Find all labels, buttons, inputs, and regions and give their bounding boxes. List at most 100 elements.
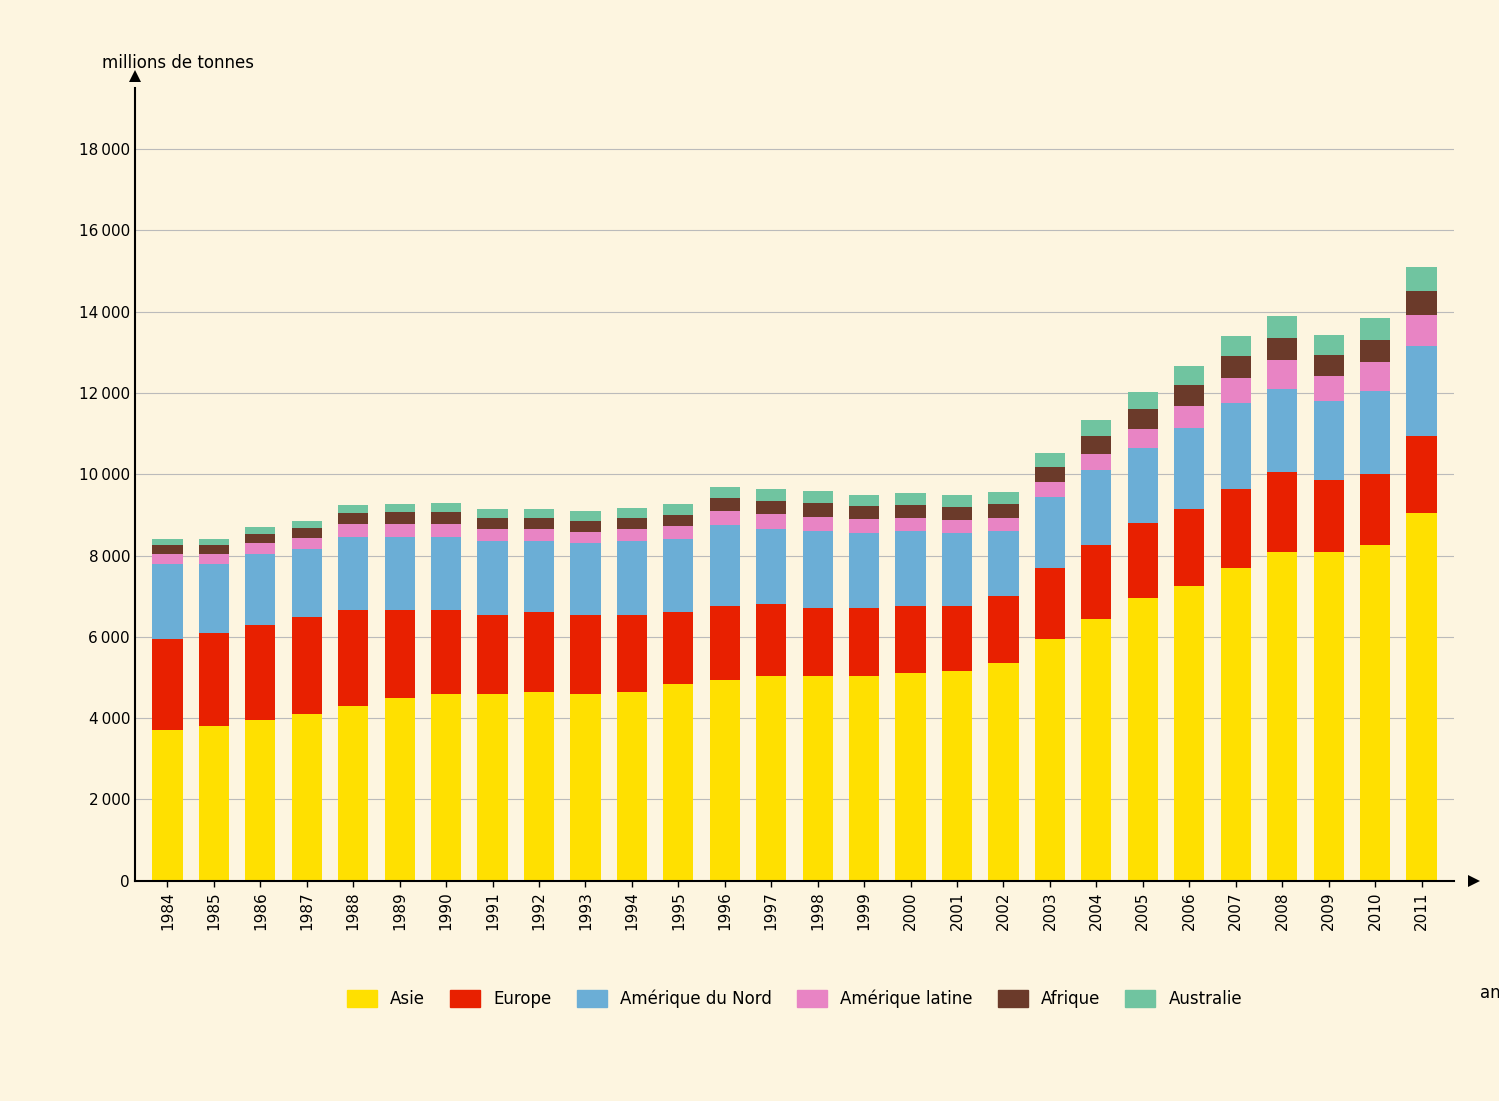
Bar — [663, 526, 694, 539]
Bar — [1127, 410, 1157, 428]
Bar — [339, 537, 369, 610]
Text: années: années — [1481, 984, 1499, 1002]
Bar — [709, 525, 741, 607]
Bar — [199, 633, 229, 727]
Bar — [1174, 427, 1204, 509]
Bar — [895, 517, 926, 531]
Bar — [1360, 340, 1390, 362]
Bar — [895, 531, 926, 607]
Bar — [432, 610, 462, 694]
Bar — [432, 694, 462, 881]
Bar — [1220, 356, 1250, 379]
Bar — [1034, 467, 1064, 482]
Bar — [246, 534, 276, 543]
Bar — [663, 684, 694, 881]
Bar — [663, 504, 694, 514]
Bar — [941, 607, 973, 672]
Bar — [339, 706, 369, 881]
Bar — [1267, 472, 1297, 552]
Bar — [478, 530, 508, 542]
Bar — [1406, 266, 1436, 291]
Bar — [1127, 392, 1157, 410]
Bar — [1267, 552, 1297, 881]
Bar — [848, 495, 880, 506]
Bar — [385, 512, 415, 524]
Bar — [1081, 421, 1111, 436]
Bar — [895, 607, 926, 674]
Bar — [1127, 448, 1157, 523]
Bar — [570, 544, 601, 614]
Bar — [1220, 379, 1250, 403]
Bar — [199, 727, 229, 881]
Bar — [1127, 598, 1157, 881]
Bar — [339, 513, 369, 524]
Bar — [385, 503, 415, 512]
Bar — [848, 676, 880, 881]
Bar — [1174, 367, 1204, 385]
Bar — [616, 517, 648, 530]
Bar — [432, 503, 462, 512]
Bar — [199, 538, 229, 545]
Bar — [1406, 291, 1436, 315]
Bar — [292, 715, 322, 881]
Bar — [802, 491, 833, 503]
Bar — [1127, 523, 1157, 598]
Bar — [1220, 403, 1250, 489]
Bar — [570, 511, 601, 521]
Bar — [478, 509, 508, 519]
Bar — [1267, 389, 1297, 472]
Bar — [153, 554, 183, 564]
Bar — [199, 554, 229, 564]
Bar — [525, 519, 555, 530]
Bar — [1081, 436, 1111, 454]
Bar — [570, 521, 601, 532]
Bar — [941, 533, 973, 607]
Bar — [153, 539, 183, 545]
Bar — [663, 539, 694, 612]
Bar — [1220, 489, 1250, 568]
Bar — [1034, 454, 1064, 467]
Bar — [525, 612, 555, 691]
Bar — [432, 512, 462, 524]
Bar — [478, 614, 508, 694]
Bar — [802, 676, 833, 881]
Bar — [1313, 375, 1343, 401]
Bar — [292, 528, 322, 537]
Bar — [153, 564, 183, 639]
Bar — [1220, 568, 1250, 881]
Bar — [709, 679, 741, 881]
Bar — [525, 530, 555, 542]
Bar — [478, 542, 508, 614]
Bar — [895, 504, 926, 517]
Bar — [1034, 497, 1064, 568]
Bar — [1267, 360, 1297, 389]
Bar — [755, 501, 787, 514]
Bar — [1360, 318, 1390, 340]
Bar — [941, 506, 973, 520]
Bar — [848, 520, 880, 533]
Legend: Asie, Europe, Amérique du Nord, Amérique latine, Afrique, Australie: Asie, Europe, Amérique du Nord, Amérique… — [340, 983, 1249, 1015]
Bar — [1220, 336, 1250, 356]
Bar — [1081, 454, 1111, 470]
Bar — [292, 537, 322, 549]
Bar — [802, 609, 833, 676]
Bar — [153, 545, 183, 554]
Bar — [570, 532, 601, 544]
Bar — [432, 537, 462, 610]
Bar — [1034, 482, 1064, 497]
Bar — [246, 720, 276, 881]
Bar — [616, 542, 648, 614]
Bar — [895, 674, 926, 881]
Bar — [1313, 335, 1343, 356]
Bar — [246, 543, 276, 554]
Bar — [616, 691, 648, 881]
Bar — [525, 542, 555, 612]
Bar — [432, 524, 462, 537]
Bar — [1313, 401, 1343, 480]
Bar — [988, 663, 1019, 881]
Bar — [339, 504, 369, 513]
Bar — [246, 554, 276, 624]
Bar — [988, 504, 1019, 517]
Bar — [1360, 391, 1390, 475]
Bar — [802, 516, 833, 531]
